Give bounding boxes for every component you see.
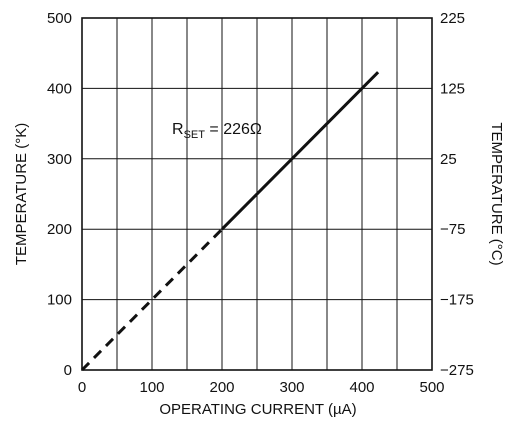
y-tick-label-right: −275	[440, 362, 474, 379]
left-tick-labels: 0 100 200 300 400 500	[47, 10, 72, 379]
series-line-solid	[220, 71, 380, 231]
y-tick-label-left: 500	[47, 10, 72, 27]
y-tick-label-left: 100	[47, 292, 72, 309]
x-tick-label: 500	[419, 379, 444, 396]
y-tick-label-right: 25	[440, 151, 457, 168]
x-tick-label: 100	[139, 379, 164, 396]
right-tick-labels: −275 −175 −75 25 125 225	[440, 10, 474, 379]
y-tick-label-right: 225	[440, 10, 465, 27]
rset-prefix: R	[172, 121, 184, 138]
series-layer	[80, 71, 380, 372]
left-y-axis-title: TEMPERATURE (°K)	[13, 123, 30, 265]
rset-annotation: RSET = 226Ω	[172, 121, 262, 141]
rset-value: = 226Ω	[205, 121, 262, 138]
x-tick-label: 400	[349, 379, 374, 396]
x-axis-title: OPERATING CURRENT (µA)	[159, 401, 356, 418]
y-tick-label-left: 200	[47, 221, 72, 238]
y-tick-label-left: 0	[64, 362, 72, 379]
plot-frame	[81, 17, 433, 371]
rset-subscript: SET	[184, 129, 206, 141]
y-tick-label-right: 125	[440, 80, 465, 97]
y-tick-label-left: 300	[47, 151, 72, 168]
x-tick-label: 0	[78, 379, 86, 396]
bottom-tick-labels: 0 100 200 300 400 500	[78, 379, 445, 396]
right-y-axis-title: TEMPERATURE (°C)	[488, 122, 505, 265]
y-tick-label-right: −175	[440, 292, 474, 309]
y-tick-label-right: −75	[440, 221, 465, 238]
x-tick-label: 300	[279, 379, 304, 396]
x-tick-label: 200	[209, 379, 234, 396]
y-tick-label-left: 400	[47, 80, 72, 97]
